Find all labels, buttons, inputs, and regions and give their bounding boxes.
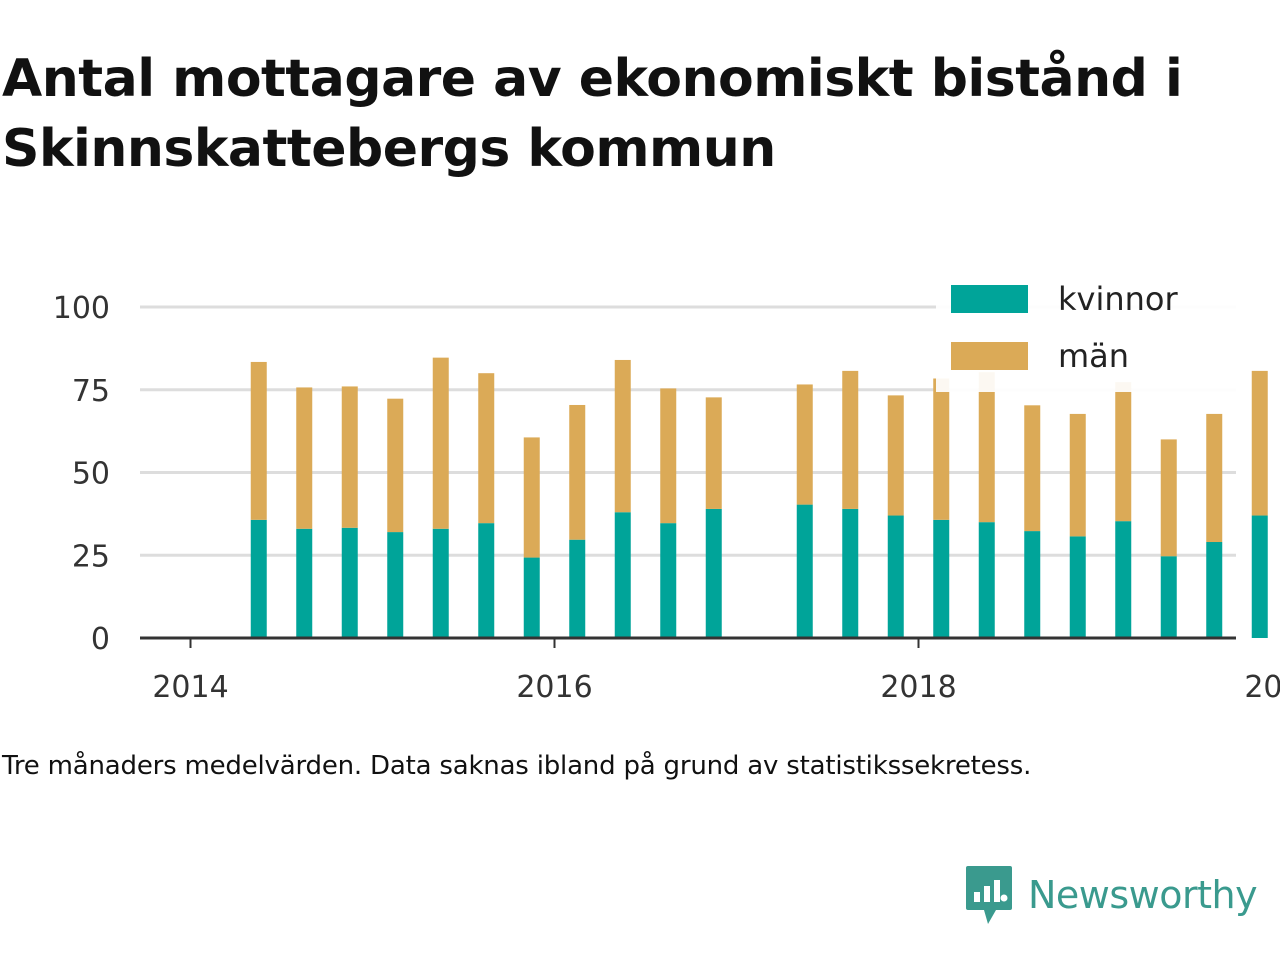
bar-kvinnor [1115, 521, 1132, 638]
bar-kvinnor [296, 528, 313, 638]
bar-group [523, 437, 540, 638]
axes: 0255075100201420162018202020222024 [53, 291, 1280, 705]
bar-group [569, 404, 586, 638]
brand-name: Newsworthy [1028, 873, 1258, 917]
bar-man [523, 437, 540, 558]
bar-kvinnor [523, 557, 540, 638]
bar-man [842, 370, 859, 509]
legend-label: män [1058, 337, 1129, 375]
bar-man [1160, 439, 1177, 557]
bar-man [1069, 413, 1086, 537]
bar-group [614, 359, 631, 638]
bar-man [250, 361, 267, 520]
bar-kvinnor [387, 532, 404, 638]
y-tick-label: 25 [72, 539, 110, 574]
bar-man [387, 398, 404, 533]
bar-group [478, 373, 495, 638]
newsworthy-chart-bubble-icon [966, 866, 1012, 924]
bar-kvinnor [887, 515, 904, 638]
bar-group [887, 395, 904, 638]
bar-man [978, 372, 995, 523]
bar-group [1206, 413, 1223, 638]
bar-group [705, 397, 722, 638]
bar-man [341, 386, 358, 528]
bar-group [1160, 439, 1177, 638]
bar-man [933, 378, 950, 520]
bar-man [614, 359, 631, 513]
bar-kvinnor [432, 528, 449, 638]
bar-man [660, 388, 677, 524]
bar-group [341, 386, 358, 638]
bar-kvinnor [250, 519, 267, 638]
bar-kvinnor [660, 523, 677, 638]
bar-group [1251, 370, 1268, 638]
x-tick-label: 2018 [880, 670, 956, 705]
bar-group [933, 378, 950, 638]
bar-group [296, 387, 313, 638]
bar-kvinnor [705, 508, 722, 638]
x-tick-label: 2016 [516, 670, 592, 705]
x-tick-label: 2014 [152, 670, 228, 705]
bar-kvinnor [1206, 542, 1223, 638]
bar-man [478, 373, 495, 524]
bar-kvinnor [1251, 515, 1268, 638]
bar-man [796, 384, 813, 505]
bar-kvinnor [478, 523, 495, 638]
y-tick-label: 0 [91, 622, 110, 657]
y-tick-label: 50 [72, 457, 110, 492]
legend-label: kvinnor [1058, 280, 1179, 318]
bar-kvinnor [1024, 531, 1041, 638]
bar-group [978, 372, 995, 638]
bar-man [432, 357, 449, 529]
bar-group [432, 357, 449, 638]
y-tick-label: 100 [53, 291, 110, 326]
bar-group [1069, 413, 1086, 638]
bar-man [887, 395, 904, 516]
bar-kvinnor [796, 504, 813, 638]
chart-caption: Tre månaders medelvärden. Data saknas ib… [2, 751, 1032, 781]
bar-group [842, 370, 859, 638]
bar-man [1115, 382, 1132, 522]
bar-group [1024, 405, 1041, 638]
x-tick-label: 2020 [1244, 670, 1280, 705]
bar-man [296, 387, 313, 529]
bar-groups [250, 357, 1268, 638]
bar-group [660, 388, 677, 638]
bar-group [1115, 382, 1132, 638]
legend-swatch [951, 285, 1028, 313]
bar-kvinnor [933, 519, 950, 638]
bar-group [250, 361, 267, 638]
bar-man [705, 397, 722, 509]
stacked-bar-chart: 0255075100201420162018202020222024 kvinn… [52, 272, 1280, 705]
bar-kvinnor [978, 522, 995, 638]
bar-kvinnor [614, 512, 631, 638]
legend-swatch [951, 342, 1028, 370]
chart-title: Antal mottagare av ekonomiskt bistånd i … [2, 49, 1183, 179]
bar-group [796, 384, 813, 638]
bar-group [387, 398, 404, 638]
bar-man [1024, 405, 1041, 532]
y-tick-label: 75 [72, 374, 110, 409]
bar-kvinnor [341, 527, 358, 638]
bar-kvinnor [842, 508, 859, 638]
legend: kvinnor män [936, 272, 1236, 392]
bar-kvinnor [1160, 556, 1177, 638]
brand-logo: Newsworthy [964, 862, 1258, 928]
bar-man [1206, 413, 1223, 543]
bar-kvinnor [1069, 536, 1086, 638]
bar-man [1251, 370, 1268, 516]
bar-man [569, 404, 586, 540]
bar-kvinnor [569, 539, 586, 638]
